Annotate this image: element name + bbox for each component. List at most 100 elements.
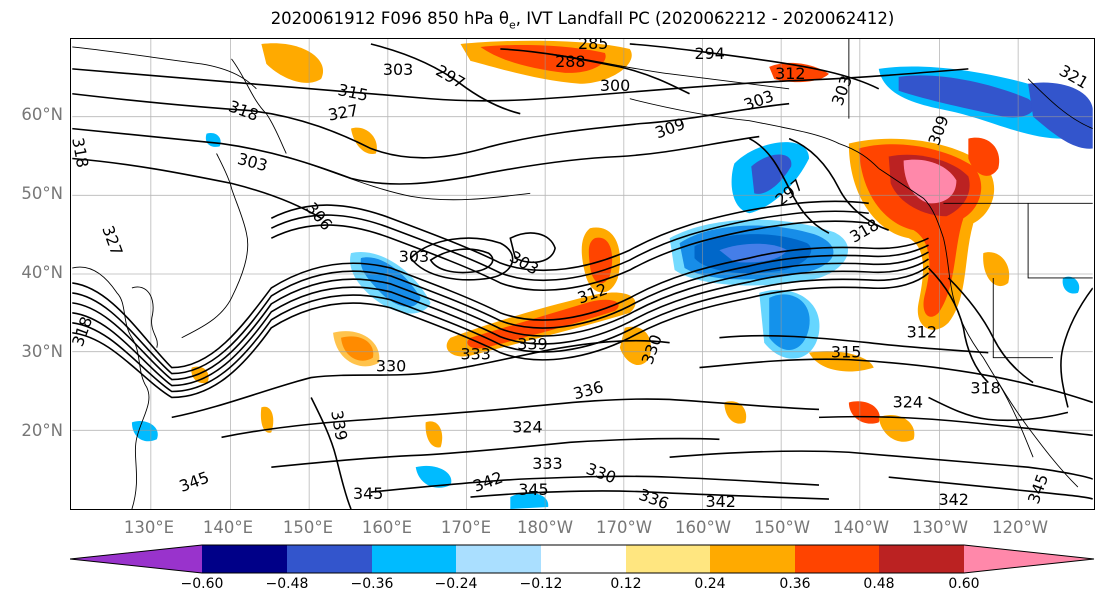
contour-label: 312 bbox=[775, 64, 805, 83]
lat-label-60n: 60°N bbox=[21, 105, 63, 124]
contour-south-7 bbox=[719, 334, 989, 354]
contour-north-1 bbox=[72, 68, 969, 102]
border-states-1 bbox=[1027, 203, 1093, 279]
lon-label-160w: 160°W bbox=[674, 518, 732, 537]
contour-label: 294 bbox=[695, 44, 725, 63]
contour-north-5 bbox=[500, 48, 690, 95]
colorbar-segment bbox=[456, 545, 541, 573]
contour-label: 318 bbox=[70, 314, 96, 349]
contour-label: 342 bbox=[938, 490, 968, 509]
colorbar-tick-label: 0.60 bbox=[948, 576, 980, 592]
lat-label-40n: 40°N bbox=[21, 263, 63, 282]
contour-label: 330 bbox=[584, 459, 619, 487]
contour-label: 339 bbox=[327, 409, 351, 442]
shaded-anomalies bbox=[131, 40, 1093, 509]
contour-label: 303 bbox=[235, 149, 269, 175]
contour-label: 312 bbox=[907, 323, 937, 342]
colorbar-segment bbox=[202, 545, 287, 573]
colorbar-tick-label: 0.24 bbox=[694, 576, 726, 592]
coastline-siberia bbox=[72, 46, 257, 90]
contour-north-3 bbox=[72, 127, 760, 185]
lon-label-130w: 130°W bbox=[911, 518, 969, 537]
lon-label-180w: 180°W bbox=[516, 518, 574, 537]
colorbar-tick-label: −0.48 bbox=[265, 576, 309, 592]
coastline-east-asia bbox=[72, 266, 150, 509]
colorbar-tick-label: −0.12 bbox=[519, 576, 563, 592]
anomaly-positive-bc-coast-east bbox=[968, 137, 1000, 176]
contour-north-4 bbox=[72, 157, 322, 219]
contour-label: 339 bbox=[517, 335, 547, 354]
lon-label-150w: 150°W bbox=[753, 518, 811, 537]
lon-label-150e: 150°E bbox=[282, 518, 334, 537]
contour-label: 342 bbox=[705, 492, 735, 510]
contour-label: 333 bbox=[532, 454, 562, 473]
contour-jet-7 bbox=[270, 220, 869, 292]
colorbar-segment bbox=[626, 545, 710, 573]
colorbar bbox=[70, 544, 1095, 574]
contour-jet-8 bbox=[270, 210, 869, 282]
contour-north-7 bbox=[629, 43, 880, 90]
contour-south-8 bbox=[818, 415, 1093, 437]
contour-north-9 bbox=[788, 137, 889, 231]
anomaly-positive-kuroshio-red bbox=[467, 299, 619, 349]
contour-north-6 bbox=[370, 43, 521, 115]
coastline-bc bbox=[878, 168, 944, 239]
contour-label: 345 bbox=[518, 480, 548, 499]
colorbar-tick-label: −0.24 bbox=[434, 576, 478, 592]
colorbar-segment bbox=[964, 545, 1094, 573]
anomaly-negative-canada-east bbox=[1028, 82, 1093, 149]
contour-jet-3 bbox=[72, 251, 929, 381]
colorbar-segment bbox=[287, 545, 372, 573]
contour-south-9 bbox=[669, 450, 1093, 480]
colorbar-segment bbox=[541, 545, 626, 573]
anomaly-negative-small-3 bbox=[205, 132, 221, 147]
colorbar-tick-label: −0.36 bbox=[350, 576, 394, 592]
colorbar-tick-label: 0.36 bbox=[779, 576, 811, 592]
contour-label: 318 bbox=[70, 136, 92, 169]
contour-south-11 bbox=[928, 396, 1069, 422]
lon-label-140w: 140°W bbox=[832, 518, 890, 537]
coastline-us-west bbox=[943, 238, 1079, 488]
contour-label: 327 bbox=[98, 223, 126, 258]
coastline-aleutians bbox=[286, 156, 531, 201]
contour-north-2 bbox=[72, 92, 790, 159]
theta-e-contours bbox=[72, 43, 1093, 509]
contour-jet-5 bbox=[72, 265, 930, 393]
anomaly-positive-cluster-1b bbox=[333, 331, 380, 367]
lat-label-50n: 50°N bbox=[21, 184, 63, 203]
anomaly-negative-fringe bbox=[669, 219, 849, 286]
anomaly-negative-canada-inner bbox=[898, 75, 1035, 118]
contour-label: 315 bbox=[831, 343, 861, 362]
contour-north-8 bbox=[748, 137, 830, 234]
contour-label: 309 bbox=[653, 114, 688, 142]
contour-south-3 bbox=[271, 437, 720, 468]
contour-jet-9 bbox=[270, 200, 869, 272]
anomaly-negative-small-1 bbox=[415, 465, 452, 488]
colorbar-tick-label: 0.12 bbox=[610, 576, 642, 592]
contour-label: 303 bbox=[741, 86, 776, 114]
anomaly-positive-cluster-9 bbox=[983, 252, 1010, 287]
gridlines bbox=[72, 39, 1093, 509]
anomaly-negative-small-2 bbox=[131, 421, 158, 442]
lon-label-130e: 130°E bbox=[123, 518, 175, 537]
contour-south-10 bbox=[888, 476, 1093, 500]
anomaly-positive-cluster-7 bbox=[260, 406, 274, 433]
anomaly-positive-north-3 bbox=[769, 62, 829, 83]
contour-label: 306 bbox=[302, 199, 336, 234]
contour-label: 285 bbox=[578, 38, 608, 53]
contour-label: 309 bbox=[924, 113, 952, 148]
contour-closed-high bbox=[509, 232, 556, 264]
coastline-hudson bbox=[1027, 78, 1093, 130]
colorbar-tick-label: 0.48 bbox=[863, 576, 895, 592]
contour-label: 345 bbox=[1024, 471, 1052, 506]
anomaly-negative-subtropic-fringe bbox=[759, 289, 820, 359]
contour-label: 288 bbox=[555, 52, 585, 71]
coastline-japan bbox=[181, 153, 249, 339]
contour-jet-4 bbox=[72, 258, 929, 387]
lon-label-170w: 170°W bbox=[595, 518, 653, 537]
contour-label: 303 bbox=[383, 60, 413, 79]
contour-east-3 bbox=[1060, 287, 1093, 408]
contour-closed-low-1 bbox=[409, 237, 514, 281]
colorbar-segment bbox=[795, 545, 879, 573]
contour-jet-6 bbox=[72, 272, 930, 399]
